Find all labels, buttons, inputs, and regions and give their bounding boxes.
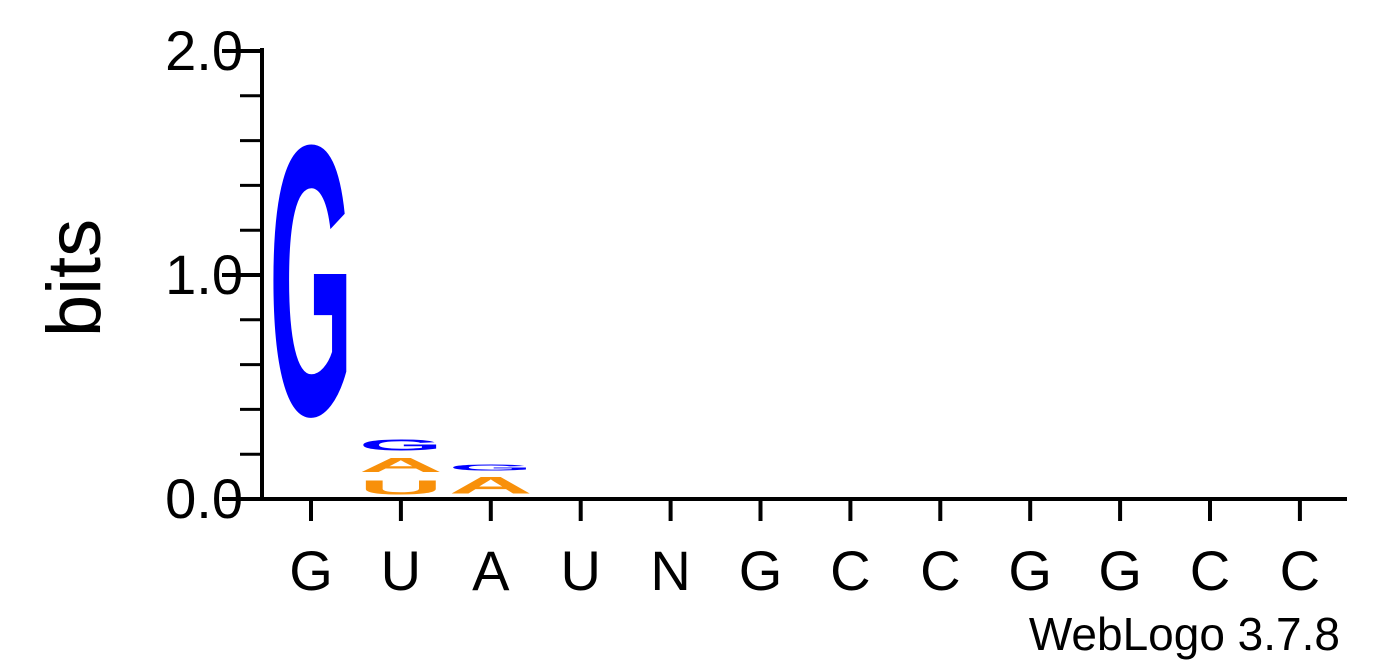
x-tick-label: C [1190, 539, 1230, 602]
y-tick-label: 1.0 [165, 243, 243, 306]
x-tick-label: U [381, 539, 421, 602]
logo-letter-g: G [449, 463, 533, 472]
axes: 0.01.02.0G U A U N G C C G G C C [165, 19, 1347, 602]
weblogo-credit: WebLogo 3.7.8 [1029, 608, 1340, 660]
y-axis-label: bits [32, 219, 117, 337]
logo-letter-g: G [269, 65, 353, 497]
x-tick-label: U [560, 539, 600, 602]
x-tick-label: N [650, 539, 690, 602]
x-tick-label: G [739, 539, 783, 602]
x-tick-label: C [830, 539, 870, 602]
logo-letter-g: G [359, 436, 443, 454]
y-tick-label: 0.0 [165, 467, 243, 530]
x-tick-label: G [289, 539, 333, 602]
logo-letter-a: A [449, 472, 533, 499]
logo-letter-u: U [359, 476, 443, 499]
y-tick-label: 2.0 [165, 19, 243, 82]
x-tick-label: C [920, 539, 960, 602]
x-tick-label: A [472, 539, 510, 602]
x-tick-label: G [1008, 539, 1052, 602]
x-tick-label: G [1098, 539, 1142, 602]
logo-letter-a: A [359, 454, 443, 477]
x-tick-label: C [1280, 539, 1320, 602]
